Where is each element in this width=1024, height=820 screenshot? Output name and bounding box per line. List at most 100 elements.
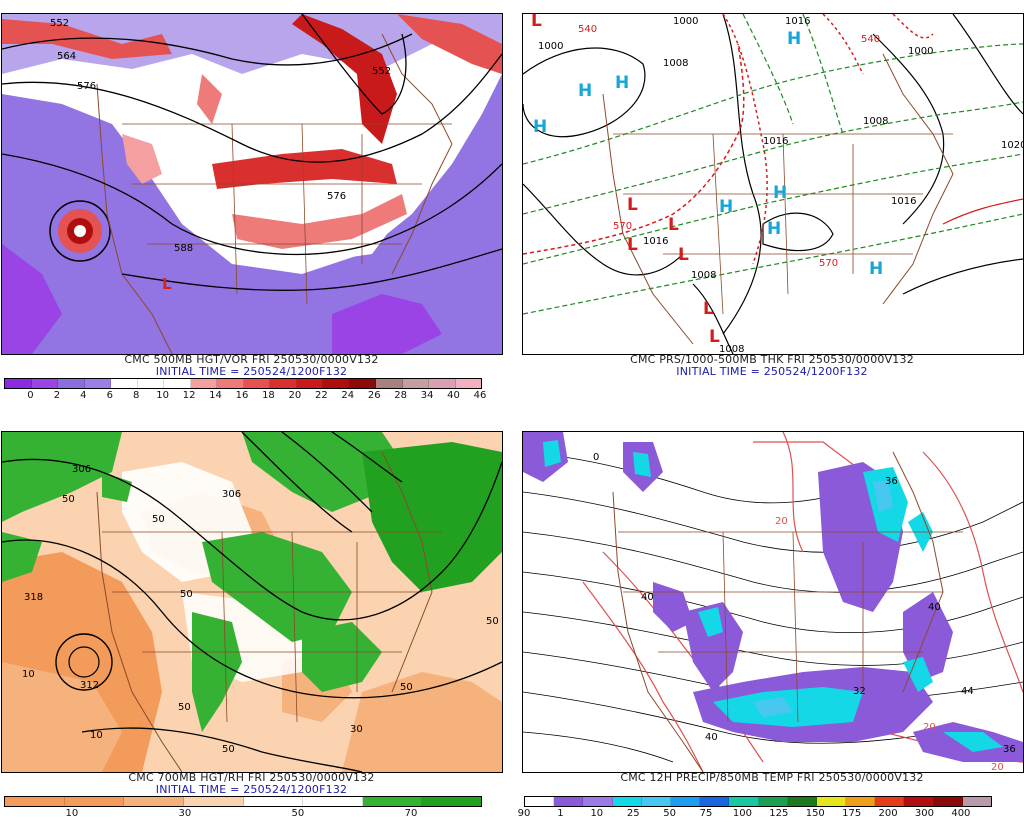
vorticity-color-scale bbox=[4, 378, 482, 389]
scale-label: 175 bbox=[842, 808, 862, 819]
scale-swatch bbox=[904, 797, 934, 806]
contour-label: 576 bbox=[77, 81, 96, 92]
contour-label: 1008 bbox=[863, 116, 888, 127]
scale-label: 6 bbox=[106, 390, 113, 401]
contour-label: 540 bbox=[861, 34, 880, 45]
scale-label: 75 bbox=[699, 808, 713, 819]
contour-label: 20 bbox=[775, 516, 788, 527]
contour-label: 1016 bbox=[643, 236, 668, 247]
contour-label: 576 bbox=[327, 191, 346, 202]
scale-label: 16 bbox=[235, 390, 249, 401]
scale-label: 26 bbox=[367, 390, 381, 401]
rh-scale-labels: 10 30 50 70 90 bbox=[4, 808, 530, 820]
scale-swatch bbox=[875, 797, 905, 806]
scale-swatch bbox=[137, 379, 164, 388]
contour-label: 1000 bbox=[538, 41, 563, 52]
scale-label: 50 bbox=[291, 808, 305, 819]
scale-swatch bbox=[296, 379, 323, 388]
precip-color-scale bbox=[524, 796, 992, 807]
low-pressure-symbol: L bbox=[627, 195, 638, 215]
high-pressure-symbol: H bbox=[787, 29, 801, 49]
scale-swatch bbox=[270, 379, 297, 388]
panel-subcaption: INITIAL TIME = 250524/1200F132 bbox=[155, 783, 348, 796]
contour-label: 1020 bbox=[1001, 140, 1023, 151]
contour-label: 20 bbox=[991, 762, 1004, 772]
scale-label: 18 bbox=[262, 390, 275, 401]
scale-label: 50 bbox=[663, 808, 676, 819]
scale-swatch bbox=[402, 379, 429, 388]
high-pressure-symbol: H bbox=[767, 219, 781, 239]
contour-label: 50 bbox=[486, 616, 499, 627]
contour-label: 1000 bbox=[673, 16, 698, 27]
scale-label: 100 bbox=[732, 808, 752, 819]
scale-swatch bbox=[700, 797, 730, 806]
scale-swatch bbox=[31, 379, 58, 388]
scale-swatch bbox=[816, 797, 847, 806]
scale-swatch bbox=[962, 797, 991, 806]
contour-label: 318 bbox=[24, 592, 43, 603]
contour-label: 312 bbox=[80, 680, 99, 691]
low-pressure-symbol: L bbox=[709, 327, 720, 347]
contour-label: 1016 bbox=[763, 136, 788, 147]
contour-label: 30 bbox=[350, 724, 363, 735]
scale-label: 10 bbox=[590, 808, 604, 819]
rh-color-scale bbox=[4, 796, 482, 807]
scale-swatch bbox=[429, 379, 456, 388]
contour-label: 570 bbox=[613, 221, 632, 232]
scale-swatch bbox=[124, 797, 184, 806]
scale-swatch bbox=[183, 797, 244, 806]
contour-label: 1008 bbox=[691, 270, 716, 281]
scale-label: 150 bbox=[805, 808, 825, 819]
high-pressure-symbol: H bbox=[773, 183, 787, 203]
scale-swatch bbox=[111, 379, 138, 388]
scale-label: 22 bbox=[314, 390, 328, 401]
scale-label: 10 bbox=[156, 390, 170, 401]
contour-label: 570 bbox=[819, 258, 838, 269]
scale-swatch bbox=[758, 797, 788, 806]
contour-label: 1016 bbox=[785, 16, 810, 27]
high-pressure-symbol: H bbox=[719, 197, 733, 217]
scale-swatch bbox=[554, 797, 584, 806]
contour-label: 588 bbox=[174, 243, 193, 254]
scale-swatch bbox=[525, 797, 555, 806]
scale-swatch bbox=[670, 797, 701, 806]
contour-label: 1008 bbox=[663, 58, 688, 69]
contour-label: 40 bbox=[928, 602, 941, 613]
contour-label: 50 bbox=[178, 702, 191, 713]
scale-label: 25 bbox=[626, 808, 640, 819]
contour-label: 40 bbox=[641, 592, 654, 603]
contour-label: 552 bbox=[372, 66, 391, 77]
scale-label: 30 bbox=[178, 808, 192, 819]
contour-label: 564 bbox=[57, 51, 76, 62]
contour-label: 10 bbox=[90, 730, 103, 741]
scale-label: 70 bbox=[404, 808, 418, 819]
scale-label: 10 bbox=[65, 808, 79, 819]
scale-swatch bbox=[323, 379, 350, 388]
scale-label: 12 bbox=[182, 390, 196, 401]
panel-precip-temp: 0 36 40 44 20 40 32 20 20 40 36 CMC 12H … bbox=[520, 418, 1024, 819]
contour-label: 50 bbox=[400, 682, 413, 693]
scale-label: 8 bbox=[133, 390, 140, 401]
scale-swatch bbox=[455, 379, 481, 388]
vorticity-scale-labels: 0 2 4 6 8 10 12 14 16 18 20 22 24 26 28 34 40 46 bbox=[4, 390, 486, 402]
scale-label: 28 bbox=[394, 390, 408, 401]
panel-caption: CMC 12H PRECIP/850MB TEMP FRI 250530/000… bbox=[620, 771, 924, 784]
contour-label: 40 bbox=[705, 732, 718, 743]
scale-swatch bbox=[641, 797, 671, 806]
scale-label: 125 bbox=[769, 808, 789, 819]
contour-label: 36 bbox=[885, 476, 898, 487]
scale-swatch bbox=[243, 379, 270, 388]
rh-map: 306 50 50 306 318 10 50 50 312 10 50 50 … bbox=[1, 431, 503, 773]
scale-swatch bbox=[422, 797, 481, 806]
contour-label: 50 bbox=[180, 589, 193, 600]
scale-swatch bbox=[5, 797, 65, 806]
scale-swatch bbox=[349, 379, 376, 388]
scale-label: 24 bbox=[341, 390, 355, 401]
panel-500mb-vorticity: 552 564 576 552 576 588 L CMC 500MB HGT/… bbox=[0, 0, 503, 402]
scale-swatch bbox=[612, 797, 642, 806]
scale-swatch bbox=[362, 797, 423, 806]
high-pressure-symbol: H bbox=[869, 259, 883, 279]
contour-label: 306 bbox=[222, 489, 241, 500]
contour-label: 1000 bbox=[908, 46, 933, 57]
scale-label: 34 bbox=[420, 390, 434, 401]
